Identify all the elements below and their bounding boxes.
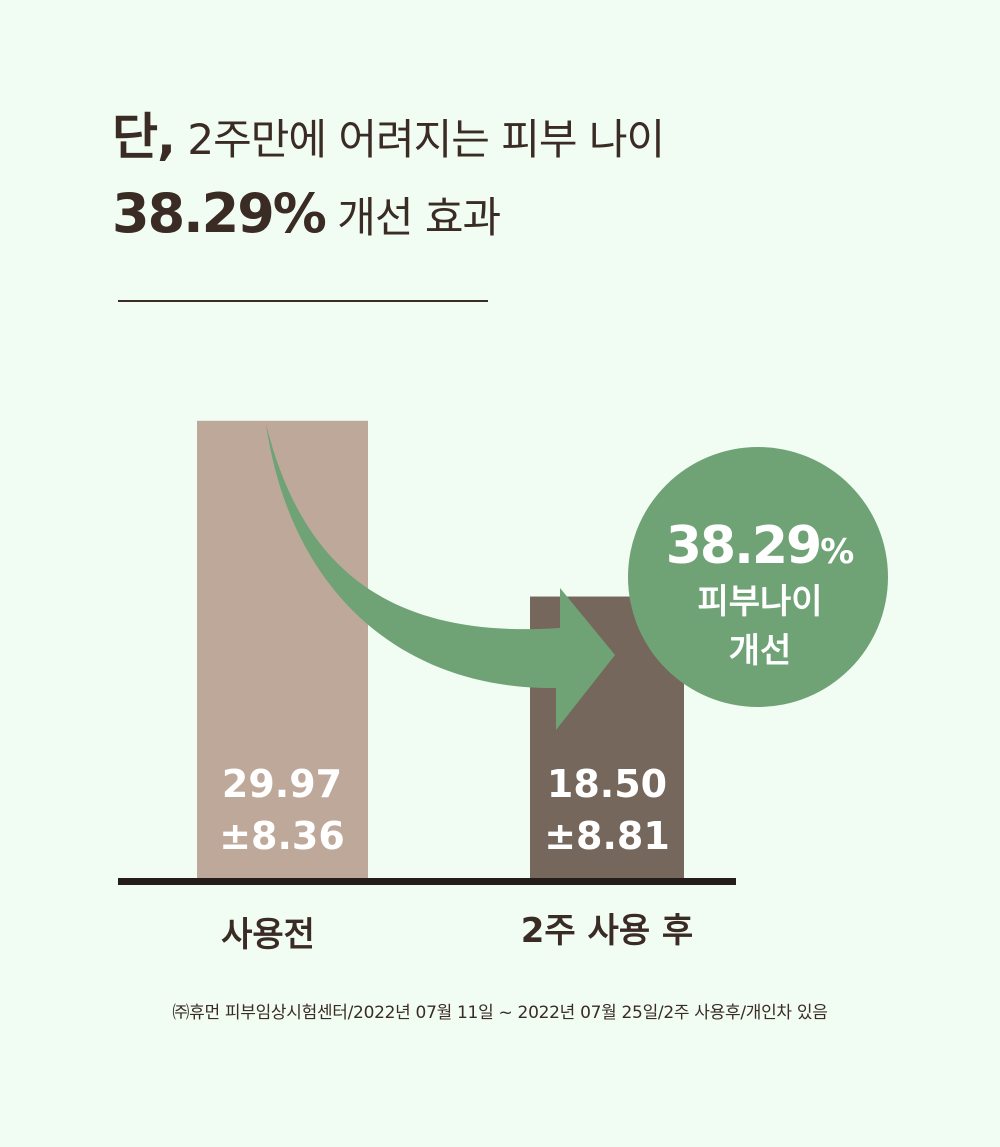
badge-percent-number: 38.29	[666, 516, 820, 576]
headline-effect-text: 개선 효과	[324, 193, 501, 242]
bar-chart: 38.29% 피부나이 개선 29.97 ±8.36 18.50 ±8.81 사…	[118, 420, 888, 955]
badge-label-2: 개선	[729, 631, 792, 671]
badge-percent: 38.29%	[666, 516, 855, 576]
headline-line-2: 38.29% 개선 효과	[112, 177, 664, 255]
bar-before-sd: ±8.36	[219, 814, 345, 858]
category-label-after: 2주 사용 후	[521, 911, 693, 951]
footnote: ㈜휴먼 피부임상시험센터/2022년 07월 11일 ~ 2022년 07월 2…	[172, 1003, 828, 1023]
improvement-arrow	[266, 424, 615, 730]
bar-before	[197, 420, 368, 880]
headline-bold-prefix: 단,	[112, 108, 176, 166]
headline: 단, 2주만에 어려지는 피부 나이 38.29% 개선 효과	[112, 100, 665, 255]
x-axis-baseline	[118, 878, 736, 885]
headline-text: 2주만에 어려지는 피부 나이	[175, 115, 665, 164]
badge-label-1: 피부나이	[697, 582, 822, 622]
headline-line-1: 단, 2주만에 어려지는 피부 나이	[112, 100, 665, 177]
category-label-before: 사용전	[221, 915, 315, 955]
headline-divider	[118, 300, 488, 302]
bar-after-sd: ±8.81	[544, 814, 670, 858]
improvement-badge	[628, 447, 888, 707]
bar-after-value: 18.50	[547, 762, 667, 806]
badge-percent-sign: %	[820, 532, 854, 572]
bar-before-value: 29.97	[222, 762, 342, 806]
headline-percent: 38.29%	[112, 182, 327, 245]
